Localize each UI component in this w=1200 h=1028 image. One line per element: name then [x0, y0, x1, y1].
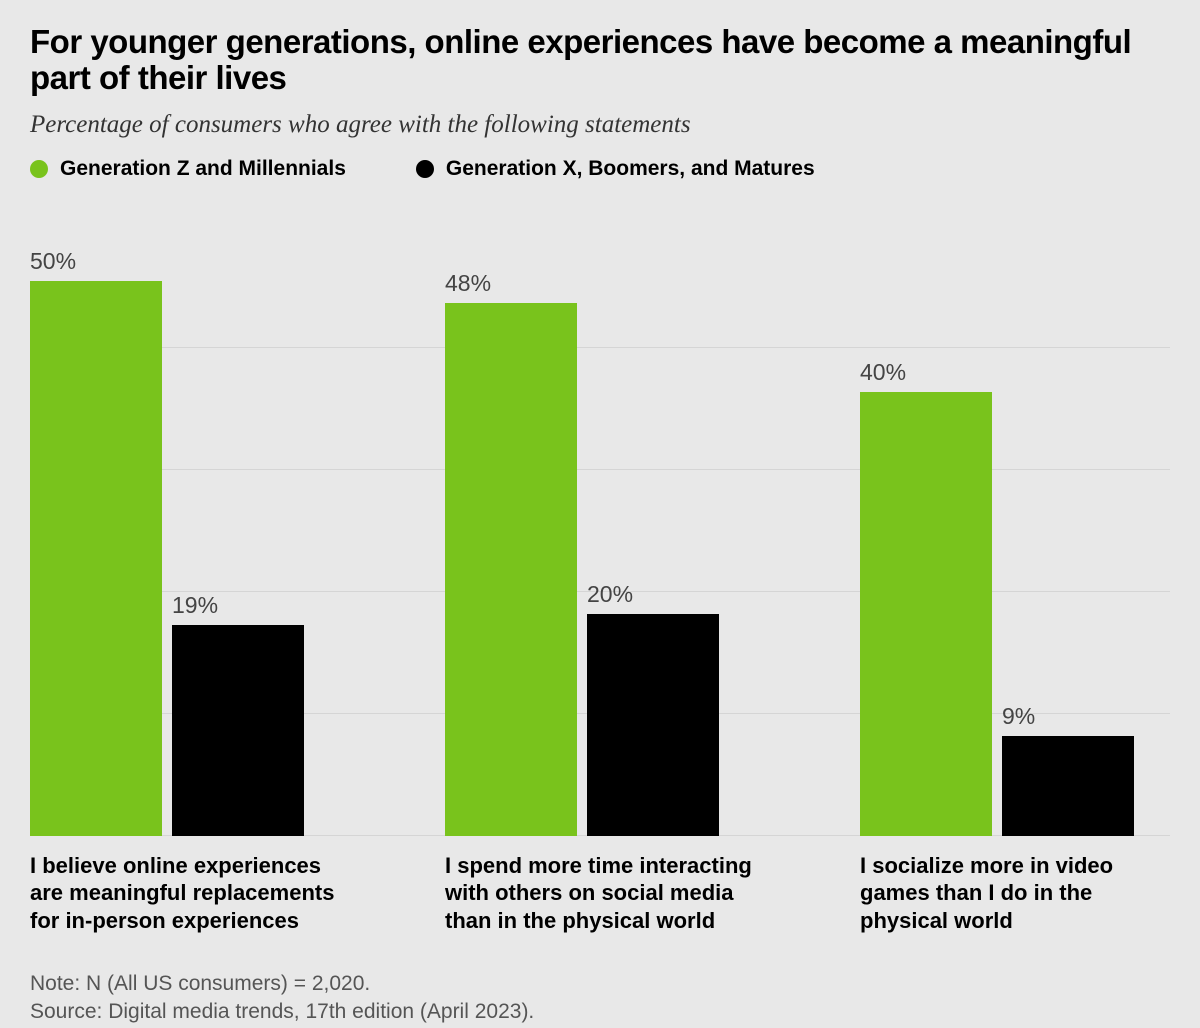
category-label: I spend more time interacting with other… — [445, 852, 755, 935]
bar-series1: 40% — [860, 392, 992, 836]
bar-rect — [860, 392, 992, 836]
bar-rect — [1002, 736, 1134, 836]
footnote-line: Note: N (All US consumers) = 2,020. — [30, 970, 1170, 998]
legend-label-series2: Generation X, Boomers, and Matures — [446, 157, 815, 181]
bar-value-label: 9% — [1002, 703, 1035, 730]
bar-groups: 50%19%48%20%40%9% — [30, 226, 1170, 836]
bar-series1: 50% — [30, 281, 162, 836]
legend-item-series1: Generation Z and Millennials — [30, 157, 346, 181]
legend-item-series2: Generation X, Boomers, and Matures — [416, 157, 815, 181]
bar-rect — [587, 614, 719, 836]
swatch-series1 — [30, 160, 48, 178]
chart-title: For younger generations, online experien… — [30, 24, 1170, 97]
bar-value-label: 40% — [860, 359, 906, 386]
bar-series2: 9% — [1002, 736, 1134, 836]
chart-plot-area: 50%19%48%20%40%9% — [30, 226, 1170, 836]
bar-group: 48%20% — [445, 226, 755, 836]
bar-value-label: 50% — [30, 248, 76, 275]
category-label: I believe online experiences are meaning… — [30, 852, 340, 935]
bar-rect — [30, 281, 162, 836]
category-labels: I believe online experiences are meaning… — [30, 852, 1170, 935]
footnotes: Note: N (All US consumers) = 2,020. Sour… — [30, 970, 1170, 1027]
bar-value-label: 19% — [172, 592, 218, 619]
footnote-line: Source: Digital media trends, 17th editi… — [30, 998, 1170, 1026]
bar-rect — [445, 303, 577, 835]
swatch-series2 — [416, 160, 434, 178]
chart-subtitle: Percentage of consumers who agree with t… — [30, 111, 1170, 139]
bar-series2: 19% — [172, 625, 304, 836]
bar-series2: 20% — [587, 614, 719, 836]
legend-label-series1: Generation Z and Millennials — [60, 157, 346, 181]
bar-value-label: 20% — [587, 581, 633, 608]
category-label: I socialize more in video games than I d… — [860, 852, 1170, 935]
bar-group: 40%9% — [860, 226, 1170, 836]
bar-value-label: 48% — [445, 270, 491, 297]
bar-series1: 48% — [445, 303, 577, 835]
bar-group: 50%19% — [30, 226, 340, 836]
bar-rect — [172, 625, 304, 836]
legend: Generation Z and Millennials Generation … — [30, 157, 1170, 181]
